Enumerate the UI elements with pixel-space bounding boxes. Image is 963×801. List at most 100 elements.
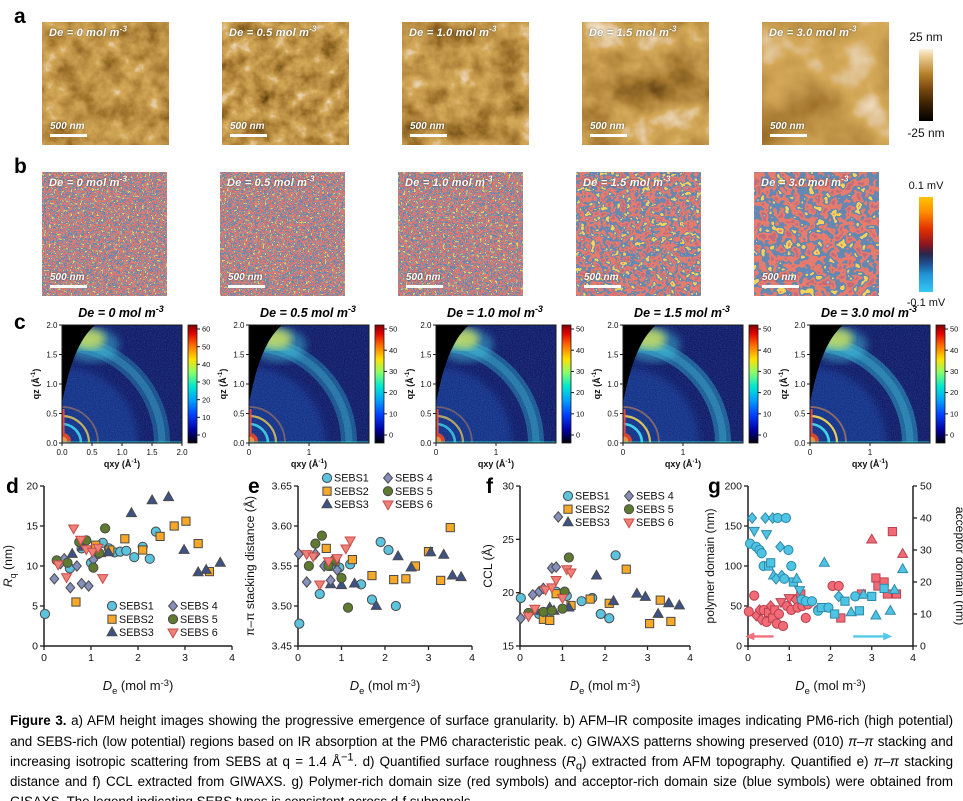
- giwaxs-title: De = 1.0 mol m-3: [447, 303, 543, 320]
- svg-text:De (mol m-3): De (mol m-3): [795, 678, 866, 696]
- data-point-marker: [865, 533, 878, 544]
- svg-text:25: 25: [502, 534, 514, 546]
- data-point-marker: [777, 620, 789, 632]
- scale-bar-line: [230, 133, 267, 137]
- scale-bar-line: [762, 284, 799, 288]
- svg-text:4: 4: [910, 652, 916, 664]
- svg-text:4: 4: [687, 652, 693, 664]
- data-point-marker: [106, 625, 118, 637]
- legend-entry-label: SEBS 6: [180, 627, 218, 639]
- data-point-marker: [301, 576, 312, 588]
- svg-text:1.0: 1.0: [794, 380, 806, 389]
- data-point-marker: [162, 490, 175, 502]
- afm-ir-composite-image: De = 0 mol m-3 500 nm: [42, 172, 167, 296]
- data-point-marker: [74, 535, 87, 547]
- data-point-marker: [756, 548, 767, 559]
- data-point-marker: [515, 612, 526, 625]
- data-point-marker: [445, 523, 455, 533]
- svg-text:3.60: 3.60: [272, 521, 293, 533]
- data-point-marker: [446, 569, 459, 580]
- data-point-marker: [382, 486, 394, 497]
- svg-text:2: 2: [382, 652, 388, 664]
- scale-bar: 500 nm: [410, 121, 447, 137]
- data-point-marker: [392, 549, 404, 561]
- svg-text:20: 20: [389, 388, 397, 397]
- svg-text:10: 10: [26, 561, 38, 573]
- data-point-marker: [775, 540, 786, 553]
- panel-letter-a: a: [14, 5, 26, 28]
- legend-entry-label: SEBS3: [119, 627, 154, 639]
- data-point-marker: [66, 547, 79, 558]
- data-point-marker: [335, 578, 348, 590]
- legend-entry-label: SEBS 5: [180, 614, 218, 626]
- svg-text:polymer domain (nm): polymer domain (nm): [703, 508, 717, 623]
- svg-text:0: 0: [517, 652, 523, 664]
- svg-text:1: 1: [494, 448, 499, 457]
- svg-text:40: 40: [950, 346, 958, 355]
- data-point-marker: [673, 599, 686, 610]
- data-point-marker: [773, 608, 785, 620]
- afm-height-texture: [762, 22, 889, 145]
- svg-text:40: 40: [920, 513, 932, 525]
- giwaxs-title: De = 0.5 mol m-3: [260, 303, 356, 320]
- data-point-marker: [539, 585, 552, 596]
- data-point-marker: [563, 552, 574, 563]
- svg-text:60: 60: [202, 325, 210, 334]
- potential-colorbar-gradient: [919, 197, 933, 292]
- svg-text:qz (Å-1): qz (Å-1): [404, 369, 415, 400]
- svg-text:20: 20: [202, 395, 210, 404]
- data-point-marker: [62, 557, 73, 568]
- data-point-marker: [896, 562, 909, 574]
- afm-height-tiles: De = 0 mol m-3 500 nm De = 0.5 mol m-3 500 …: [42, 22, 889, 145]
- scale-bar: 500 nm: [590, 121, 627, 137]
- svg-text:3: 3: [182, 652, 188, 664]
- svg-text:0: 0: [389, 431, 393, 440]
- svg-text:10: 10: [202, 413, 210, 422]
- data-point-marker: [336, 572, 347, 584]
- svg-text:qz (Å-1): qz (Å-1): [591, 369, 602, 400]
- svg-text:40: 40: [763, 346, 771, 355]
- svg-text:20: 20: [763, 388, 771, 397]
- data-point-marker: [383, 544, 394, 556]
- data-point-marker: [83, 580, 94, 592]
- legend-entry-label: SEBS1: [575, 491, 610, 503]
- svg-text:2.0: 2.0: [607, 322, 619, 330]
- svg-text:0.0: 0.0: [607, 439, 619, 448]
- data-point-marker: [52, 560, 64, 571]
- legend-entry-label: SEBS1: [334, 473, 369, 485]
- svg-text:30: 30: [950, 367, 958, 376]
- svg-text:1: 1: [681, 448, 686, 457]
- giwaxs-title: De = 0 mol m-3: [78, 303, 164, 320]
- data-point-marker: [192, 565, 205, 577]
- svg-text:CCL (Å): CCL (Å): [480, 544, 495, 588]
- height-colorbar-max-label: 25 nm: [909, 30, 943, 44]
- svg-text:2.0: 2.0: [233, 322, 245, 330]
- data-point-marker: [322, 557, 335, 568]
- data-point-marker: [405, 561, 417, 572]
- data-point-marker: [871, 573, 881, 583]
- svg-text:0: 0: [202, 431, 206, 440]
- data-point-marker: [424, 545, 437, 557]
- scale-bar: 500 nm: [762, 272, 799, 288]
- svg-text:0.0: 0.0: [233, 439, 245, 448]
- data-point-marker: [71, 560, 82, 572]
- afm-height-texture: [222, 22, 349, 145]
- data-point-marker: [652, 607, 664, 618]
- data-point-marker: [144, 553, 155, 564]
- svg-text:2.0: 2.0: [794, 322, 806, 330]
- afm-ir-texture: [576, 172, 701, 296]
- data-point-marker: [39, 608, 51, 620]
- data-point-marker: [125, 506, 138, 518]
- data-point-marker: [515, 592, 526, 604]
- de-concentration-label: De = 3.0 mol m-3: [761, 174, 849, 189]
- afm-ir-composite-image: De = 1.0 mol m-3 500 nm: [398, 172, 523, 296]
- scale-bar: 500 nm: [228, 272, 265, 288]
- data-point-marker: [550, 575, 562, 587]
- scale-bar-line: [50, 284, 87, 288]
- data-point-marker: [551, 561, 562, 574]
- data-point-marker: [107, 614, 117, 624]
- legend-entry-label: SEBS 6: [636, 517, 674, 529]
- data-point-marker: [565, 568, 577, 579]
